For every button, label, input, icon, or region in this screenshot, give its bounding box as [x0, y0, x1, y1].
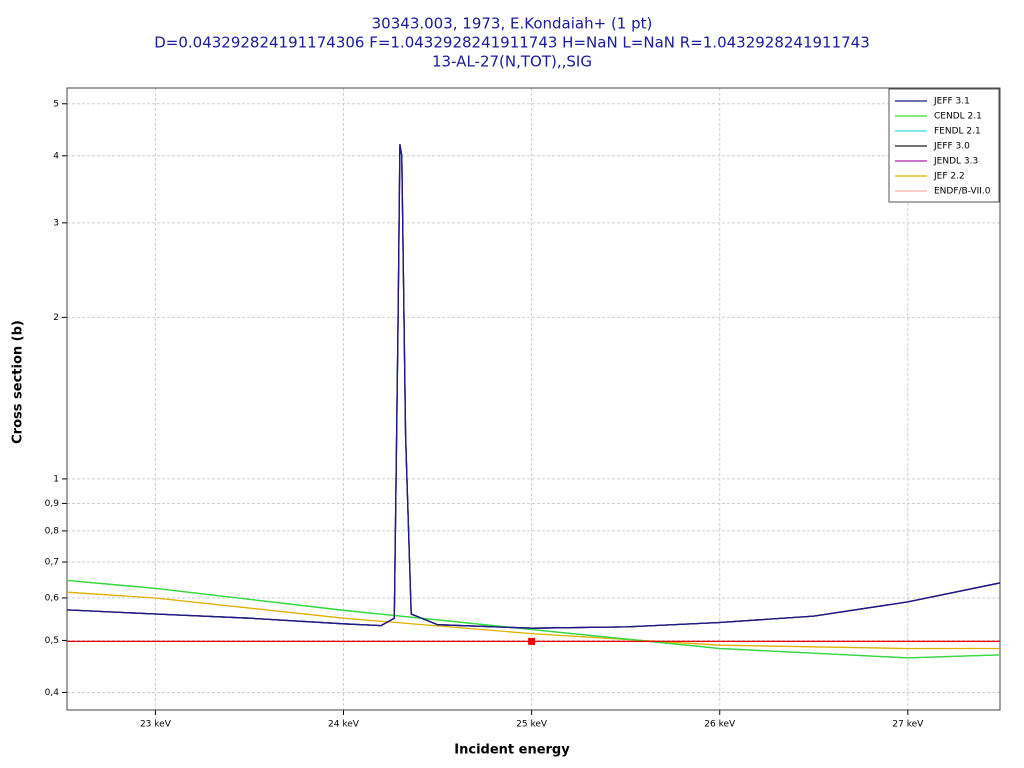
series-line: [67, 579, 1000, 659]
legend-label: JENDL 3.3: [933, 157, 978, 167]
y-tick-label: 2: [53, 313, 59, 323]
y-axis-label: Cross section (b): [11, 320, 26, 444]
legend-label: FENDL 2.1: [934, 127, 981, 137]
x-axis-label: Incident energy: [454, 743, 570, 758]
y-tick-label: 0,8: [45, 526, 60, 536]
legend-label: JEFF 3.1: [933, 97, 970, 107]
plot-area: [67, 144, 1000, 659]
y-tick-label: 5: [53, 99, 59, 109]
chart-title: 30343.003, 1973, E.Kondaiah+ (1 pt): [372, 15, 653, 33]
x-tick-label: 27 keV: [892, 720, 924, 730]
y-tick-label: 1: [53, 474, 59, 484]
chart-subtitle: D=0.043292824191174306 F=1.0432928241911…: [154, 34, 870, 52]
y-tick-label: 0,7: [45, 558, 59, 568]
legend-label: CENDL 2.1: [934, 112, 982, 122]
x-tick-label: 26 keV: [704, 720, 736, 730]
x-tick-label: 24 keV: [328, 720, 360, 730]
plot-frame: [66, 87, 1001, 711]
y-tick-label: 4: [53, 151, 59, 161]
x-tick-label: 23 keV: [140, 720, 172, 730]
data-point: [528, 637, 536, 645]
y-tick-label: 3: [53, 218, 59, 228]
y-tick-label: 0,5: [45, 636, 59, 646]
series-line: [67, 591, 1000, 650]
series-line: [67, 144, 1000, 629]
y-tick-label: 0,6: [45, 593, 60, 603]
legend-label: JEFF 3.0: [933, 142, 970, 152]
reaction-label: 13-AL-27(N,TOT),,SIG: [432, 53, 592, 71]
y-tick-label: 0,9: [45, 499, 60, 509]
x-tick-label: 25 keV: [516, 720, 548, 730]
y-tick-label: 0,4: [45, 688, 60, 698]
legend-label: JEF 2.2: [933, 172, 965, 182]
legend-label: ENDF/B-VII.0: [934, 187, 991, 197]
